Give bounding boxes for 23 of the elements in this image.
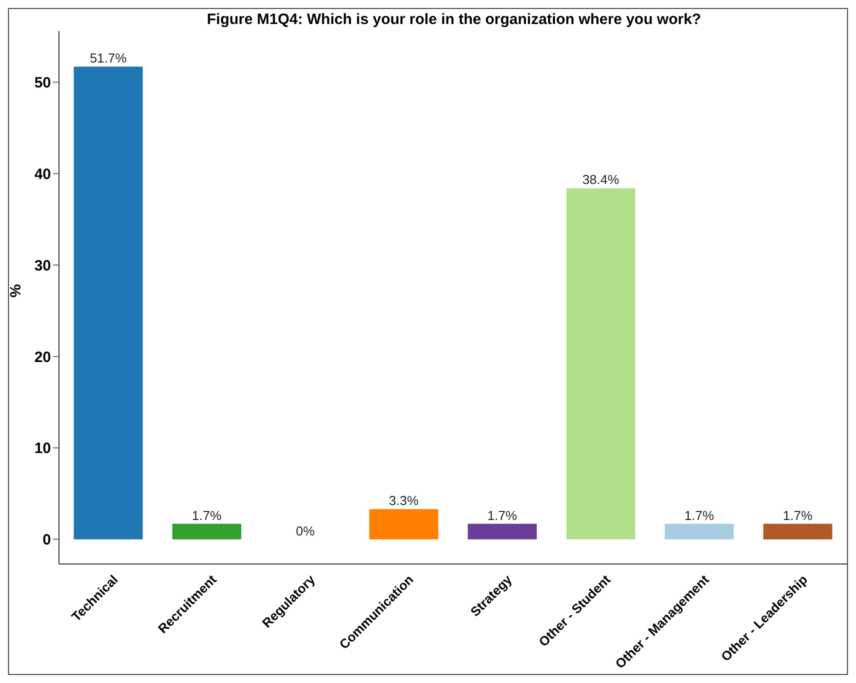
y-tick-label: 50 xyxy=(34,74,51,92)
data-label: 1.7% xyxy=(192,508,222,523)
data-label: 1.7% xyxy=(782,508,813,523)
bar xyxy=(468,524,537,540)
bar xyxy=(763,524,832,540)
y-tick-label: 20 xyxy=(34,348,51,366)
y-tick-label: 0 xyxy=(42,532,51,549)
bar xyxy=(369,509,438,540)
y-tick-label: 40 xyxy=(34,166,51,183)
data-label: 1.7% xyxy=(684,508,714,523)
bar xyxy=(664,524,734,540)
data-label: 51.7% xyxy=(90,50,128,66)
y-axis-title: % xyxy=(7,284,24,298)
chart-title: Figure M1Q4: Which is your role in the organization where you work? xyxy=(206,11,702,28)
data-label: 0% xyxy=(296,523,316,538)
data-label: 38.4% xyxy=(582,172,620,188)
data-label: 1.7% xyxy=(487,508,518,523)
data-label: 3.3% xyxy=(388,493,419,508)
bar xyxy=(74,66,143,540)
bar xyxy=(172,524,242,540)
y-tick-label: 10 xyxy=(34,440,51,458)
y-tick-label: 30 xyxy=(34,257,51,274)
bar xyxy=(566,188,636,540)
